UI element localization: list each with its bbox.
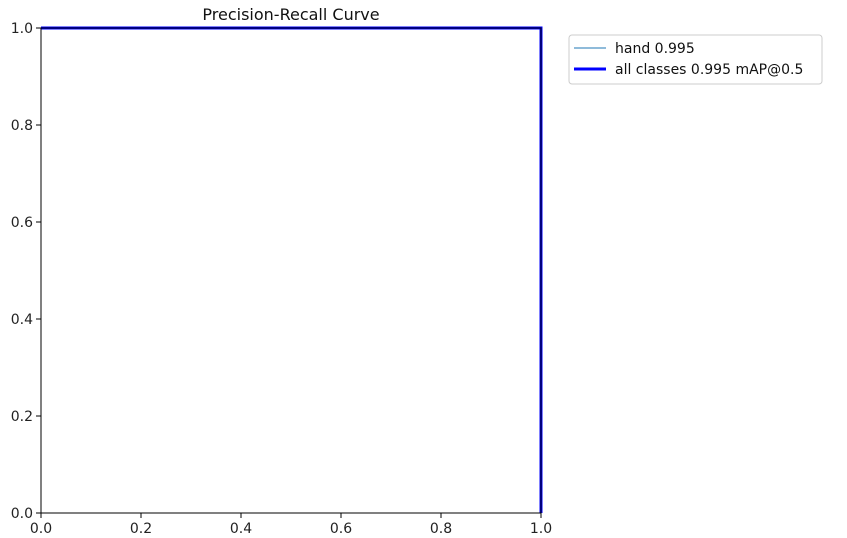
x-tick-label: 0.8 — [430, 521, 452, 537]
legend-label-1: all classes 0.995 mAP@0.5 — [615, 62, 803, 78]
y-tick-label: 0.8 — [11, 118, 33, 134]
y-tick-label: 1.0 — [11, 21, 33, 37]
x-tick-label: 0.2 — [130, 521, 152, 537]
y-tick-label: 0.2 — [11, 409, 33, 425]
legend-box — [568, 34, 823, 85]
y-tick-label: 0.6 — [11, 215, 33, 231]
plot-area — [41, 26, 543, 513]
legend-label-0: hand 0.995 — [615, 41, 695, 57]
y-tick-label: 0.4 — [11, 312, 33, 328]
series-line-0 — [41, 27, 542, 513]
series-line-1 — [41, 26, 543, 513]
x-tick-label: 0.4 — [230, 521, 252, 537]
legend: hand 0.995 all classes 0.995 mAP@0.5 — [568, 34, 823, 85]
x-tick-label: 0.6 — [330, 521, 352, 537]
plot-frame — [40, 27, 542, 514]
y-tick-label: 0.0 — [11, 506, 33, 522]
axes: 0.0 0.2 0.4 0.6 0.8 1.0 0.0 0.2 0.4 0.6 0.8 1.0 — [11, 21, 552, 537]
x-tick-label: 1.0 — [530, 521, 552, 537]
x-tick-label: 0.0 — [30, 521, 52, 537]
chart-title: Precision-Recall Curve — [202, 5, 379, 24]
